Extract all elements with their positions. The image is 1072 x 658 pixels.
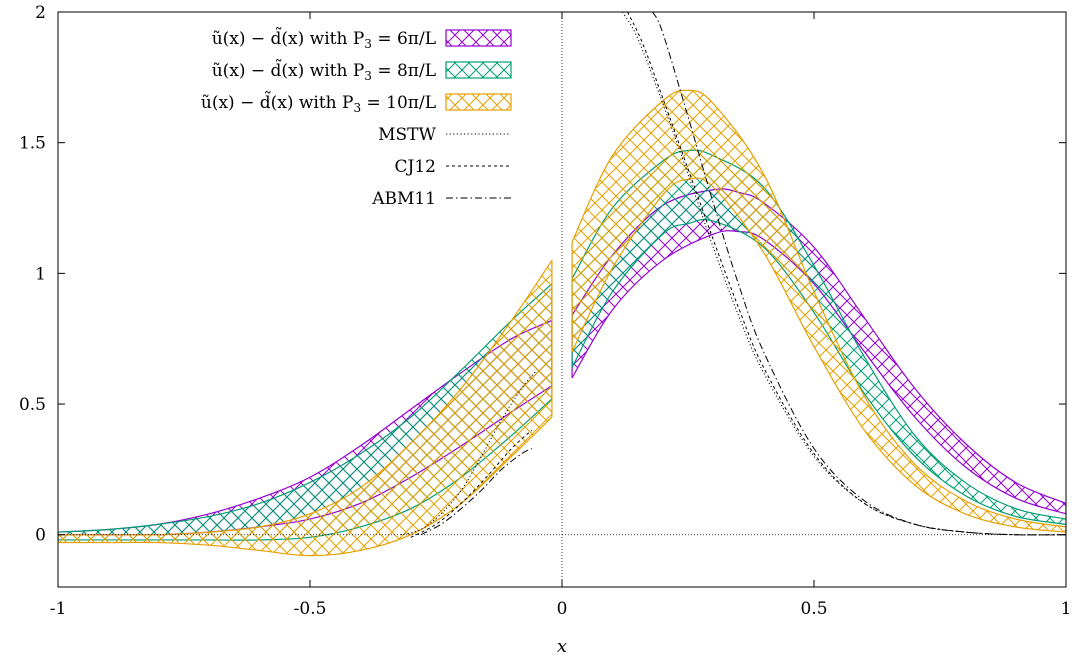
x-axis-title: x	[557, 636, 567, 657]
y-tick-label: 1.5	[19, 134, 46, 154]
band-lower-edge-positive	[571, 177, 1066, 533]
legend-label: ũ(x) − d̃(x) with P3 = 6π/L	[212, 27, 436, 51]
reference-lines	[58, 12, 1066, 587]
y-tick-label: 1	[35, 264, 46, 284]
legend-swatch	[445, 61, 512, 79]
line-segment-negative	[420, 448, 532, 536]
x-tick-label: 1	[1061, 599, 1072, 619]
legend: ũ(x) − d̃(x) with P3 = 6π/L ũ(x) − d̃(x) …	[201, 27, 512, 209]
legend-label: ABM11	[371, 189, 436, 209]
legend-label: ũ(x) − d̃(x) with P3 = 8π/L	[212, 59, 436, 83]
band-area-negative	[58, 260, 552, 556]
x-tick-label: -0.5	[294, 599, 327, 619]
legend-label: ũ(x) − d̃(x) with P3 = 10π/L	[201, 91, 436, 115]
legend-entry-cj12: CJ12	[395, 157, 511, 177]
lines-layer	[400, 12, 1066, 538]
y-tick-label: 0.5	[19, 395, 46, 415]
line-segment-negative	[410, 429, 533, 538]
legend-entry-abm11: ABM11	[371, 189, 511, 209]
legend-entry-band-2: ũ(x) − d̃(x) with P3 = 8π/L	[212, 59, 512, 83]
legend-swatch	[445, 93, 512, 111]
band-lower-edge-negative	[58, 416, 553, 557]
legend-entry-mstw: MSTW	[378, 125, 511, 145]
x-tick-label: 0.5	[800, 599, 827, 619]
legend-label: CJ12	[395, 157, 436, 177]
band-upper-edge-positive	[571, 89, 1066, 528]
legend-entry-band-1: ũ(x) − d̃(x) with P3 = 6π/L	[212, 27, 512, 51]
legend-entry-band-3: ũ(x) − d̃(x) with P3 = 10π/L	[201, 91, 512, 115]
band-series-3	[58, 89, 1066, 557]
line-segment-positive	[652, 12, 1066, 536]
ticks-layer: -1 -0.5 0 0.5 1 0 0.5 1 1.5 2	[19, 3, 1071, 619]
band-area-positive	[572, 188, 1066, 514]
legend-label: MSTW	[378, 125, 436, 145]
band-area-positive	[572, 90, 1066, 533]
band-upper-edge-negative	[58, 283, 553, 533]
y-tick-label: 0	[35, 526, 46, 546]
band-upper-edge-negative	[58, 259, 553, 536]
legend-swatch	[445, 29, 512, 47]
x-tick-label: 0	[557, 599, 568, 619]
line-series-abm11	[420, 12, 1066, 536]
bands-layer	[58, 89, 1066, 557]
y-tick-label: 2	[35, 3, 46, 23]
x-tick-label: -1	[50, 599, 67, 619]
